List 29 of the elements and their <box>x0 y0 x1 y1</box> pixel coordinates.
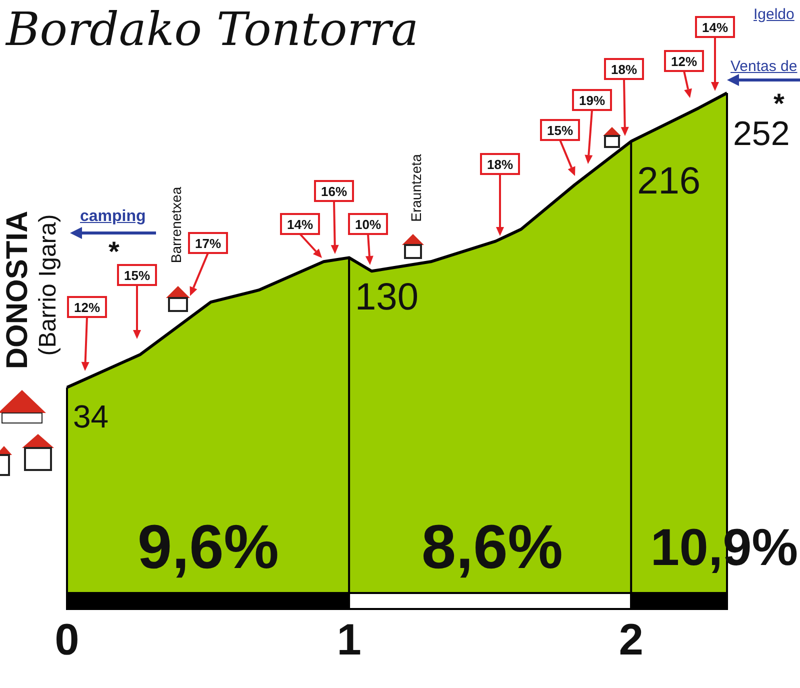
annotation: 15% <box>546 123 574 138</box>
annotation: 17% <box>194 236 222 251</box>
text: DONOSTIA <box>1 210 34 370</box>
annotation: 12% <box>74 300 100 315</box>
text: 18% <box>610 62 638 77</box>
text: Igeldo <box>754 6 794 22</box>
annotation: 216 <box>637 160 701 202</box>
annotation: * <box>108 236 120 267</box>
x-tick-label: 2 <box>618 616 644 664</box>
annotation: Erauntzeta <box>408 154 424 222</box>
annotation: 10% <box>354 217 382 232</box>
annotation: 14% <box>286 217 314 232</box>
annotation: Barrenetxea <box>168 186 184 264</box>
annotation: 34 <box>73 398 109 434</box>
x-tick-label: 0 <box>54 616 80 664</box>
annotation: 16% <box>320 184 348 199</box>
x-tick-label: 1 <box>336 616 362 664</box>
annotation: 8,6% <box>422 513 563 582</box>
text: 12% <box>670 54 698 69</box>
annotation: 15% <box>124 268 150 283</box>
text: Ventas de <box>730 58 798 74</box>
annotation: 130 <box>355 276 418 319</box>
annotation: 18% <box>486 157 514 172</box>
annotation: 9,6% <box>138 513 279 582</box>
annotation: camping <box>80 208 146 225</box>
chart-title: Bordako Tontorra <box>6 2 419 56</box>
text: (Barrio Igara) <box>34 214 62 356</box>
annotation: 19% <box>578 93 606 108</box>
text: 14% <box>702 20 728 35</box>
